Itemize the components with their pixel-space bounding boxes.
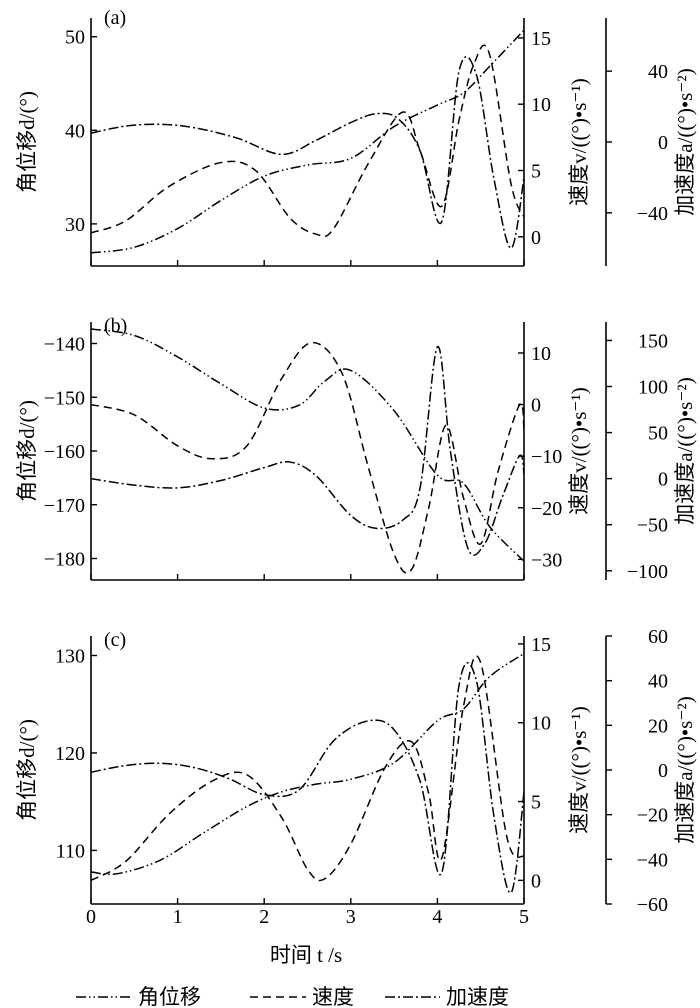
chart-panel-c: 110 120 130 0 5 10 15 60 40 20 0 −20 −40 −60 角位移d/(°) 速… bbox=[15, 626, 697, 916]
series-line-acceleration bbox=[91, 346, 524, 557]
y-tick-label-right: 0 bbox=[658, 469, 668, 491]
y-axis-title-left: 角位移d/(°) bbox=[15, 719, 39, 821]
y-tick-label-right: 50 bbox=[648, 423, 668, 445]
series-line-velocity bbox=[91, 341, 524, 574]
y-tick-label-right: 100 bbox=[638, 377, 668, 399]
legend-label-velocity: 速度 bbox=[312, 985, 354, 1008]
y-tick-label-right: 0 bbox=[658, 132, 668, 154]
y-tick-label-middle: 15 bbox=[531, 28, 551, 50]
y-tick-label-middle: 5 bbox=[531, 792, 541, 814]
y-axis-title-left: 角位移d/(°) bbox=[15, 91, 39, 193]
chart-panel-b: −140−150−160−170−180100−10−20−3015010050… bbox=[15, 315, 697, 583]
y-axis-title-middle: 速度v/((°)•s⁻¹) bbox=[567, 706, 591, 834]
y-tick-label-middle: 10 bbox=[531, 713, 551, 735]
x-tick-label: 4 bbox=[432, 906, 442, 928]
y-tick-label-right: 0 bbox=[658, 760, 668, 782]
x-tick-label: 2 bbox=[259, 906, 269, 928]
legend: 角位移 速度 加速度 bbox=[76, 985, 509, 1008]
y-tick-label-left: 50 bbox=[65, 27, 85, 49]
y-tick-label-right: −60 bbox=[637, 894, 668, 916]
y-tick-label-left: 130 bbox=[55, 645, 85, 667]
y-tick-label-left: −150 bbox=[44, 387, 85, 409]
y-tick-label-right: −100 bbox=[627, 561, 668, 583]
legend-label-acceleration: 加速度 bbox=[446, 985, 509, 1008]
y-axis-title-middle: 速度v/((°)•s⁻¹) bbox=[567, 387, 591, 515]
series-line-angular-displacement bbox=[91, 328, 524, 562]
y-tick-label-left: 40 bbox=[65, 120, 85, 142]
y-tick-label-right: −20 bbox=[637, 805, 668, 827]
y-tick-label-left: 110 bbox=[56, 840, 85, 862]
y-tick-label-left: 120 bbox=[55, 743, 85, 765]
y-tick-label-middle: 10 bbox=[531, 343, 551, 365]
y-tick-label-right: −50 bbox=[637, 515, 668, 537]
legend-label-angular-displacement: 角位移 bbox=[138, 985, 201, 1008]
y-tick-label-middle: −20 bbox=[531, 498, 562, 520]
y-tick-label-middle: 0 bbox=[531, 227, 541, 249]
x-tick-label: 5 bbox=[519, 906, 529, 928]
y-axis-title-middle: 速度v/((°)•s⁻¹) bbox=[567, 78, 591, 206]
x-axis-labels: 0 1 2 3 4 5 时间 t /s bbox=[86, 906, 529, 967]
series-line-acceleration bbox=[91, 56, 524, 250]
y-tick-label-middle: 0 bbox=[531, 870, 541, 892]
y-axis-title-right: 加速度a/((°)•s⁻²) bbox=[673, 377, 697, 524]
y-tick-label-middle: 15 bbox=[531, 634, 551, 656]
y-tick-label-middle: −30 bbox=[531, 549, 562, 571]
series-line-acceleration bbox=[91, 662, 524, 894]
y-tick-label-left: −180 bbox=[44, 549, 85, 571]
panel-label: (a) bbox=[104, 7, 126, 29]
y-tick-label-right: 150 bbox=[638, 330, 668, 352]
y-axis-title-left: 角位移d/(°) bbox=[15, 400, 39, 502]
x-tick-label: 0 bbox=[86, 906, 96, 928]
panel-label: (c) bbox=[104, 629, 126, 651]
series-line-velocity bbox=[91, 655, 524, 882]
series-line-angular-displacement bbox=[91, 652, 524, 876]
y-tick-label-middle: −10 bbox=[531, 446, 562, 468]
chart-panel-a: 30 40 50 0 5 10 15 −40 0 40 角位移d/(°) 速度v/((°)•s⁻¹) 加… bbox=[15, 7, 697, 267]
y-tick-label-left: −170 bbox=[44, 495, 85, 517]
y-tick-label-right: 40 bbox=[648, 61, 668, 83]
panel-label: (b) bbox=[104, 315, 127, 337]
y-tick-label-left: −160 bbox=[44, 441, 85, 463]
y-tick-label-middle: 0 bbox=[531, 395, 541, 417]
series-line-angular-displacement bbox=[91, 29, 524, 254]
y-axis-title-right: 加速度a/((°)•s⁻²) bbox=[673, 696, 697, 843]
series-line-velocity bbox=[91, 44, 524, 238]
y-tick-label-right: −40 bbox=[637, 849, 668, 871]
y-tick-label-right: 60 bbox=[648, 626, 668, 648]
x-tick-label: 3 bbox=[346, 906, 356, 928]
y-axis-title-right: 加速度a/((°)•s⁻²) bbox=[673, 68, 697, 215]
y-tick-label-left: 30 bbox=[65, 214, 85, 236]
y-tick-label-left: −140 bbox=[44, 334, 85, 356]
y-tick-label-right: 20 bbox=[648, 715, 668, 737]
y-tick-label-right: 40 bbox=[648, 671, 668, 693]
x-tick-label: 1 bbox=[173, 906, 183, 928]
y-tick-label-middle: 5 bbox=[531, 161, 541, 183]
x-axis-title: 时间 t /s bbox=[270, 943, 342, 967]
y-tick-label-right: −40 bbox=[637, 203, 668, 225]
y-tick-label-middle: 10 bbox=[531, 94, 551, 116]
